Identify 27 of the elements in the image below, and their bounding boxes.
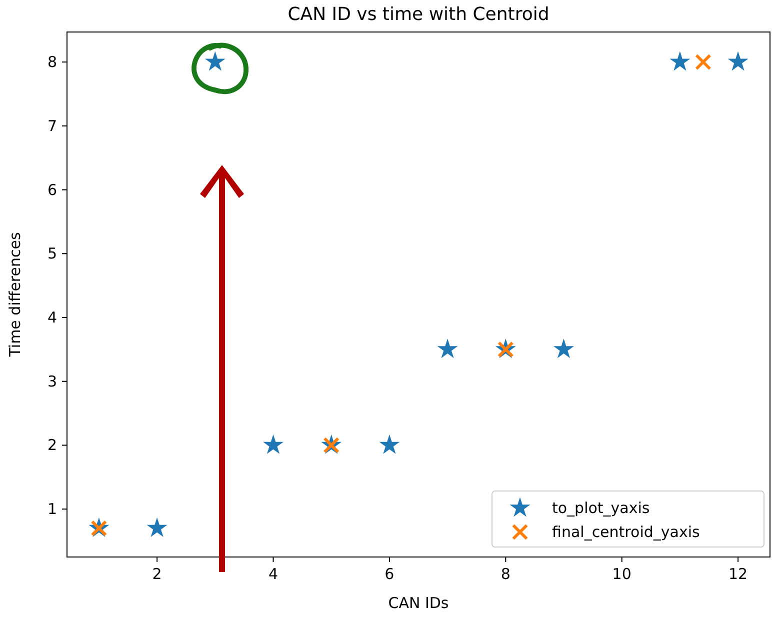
point (670, 51, 690, 71)
x-tick-label: 4 (268, 565, 278, 583)
point (379, 434, 400, 454)
y-tick-label: 7 (47, 116, 57, 135)
point (554, 338, 574, 358)
x-tick-label: 8 (500, 565, 510, 583)
point (146, 518, 168, 537)
point (263, 434, 284, 454)
point (437, 338, 458, 358)
y-tick-label: 2 (47, 436, 57, 454)
x-tick-label: 10 (612, 565, 632, 583)
y-tick-label: 4 (47, 308, 57, 326)
x-tick-label: 6 (384, 565, 394, 583)
point (694, 54, 712, 70)
legend-label: to_plot_yaxis (552, 499, 650, 517)
y-tick-label: 5 (47, 244, 57, 263)
x-axis-title: CAN IDs (388, 594, 449, 612)
y-tick-label: 8 (47, 53, 57, 72)
point (728, 51, 748, 71)
y-tick-label: 3 (47, 372, 57, 390)
x-tick-label: 12 (728, 565, 748, 583)
y-axis-title: Time differences (6, 232, 24, 358)
chart-title: CAN ID vs time with Centroid (288, 4, 550, 25)
legend-label: final_centroid_yaxis (552, 523, 700, 541)
y-tick-label: 1 (47, 500, 57, 518)
x-tick-label: 2 (152, 565, 162, 583)
y-tick-label: 6 (47, 180, 57, 199)
